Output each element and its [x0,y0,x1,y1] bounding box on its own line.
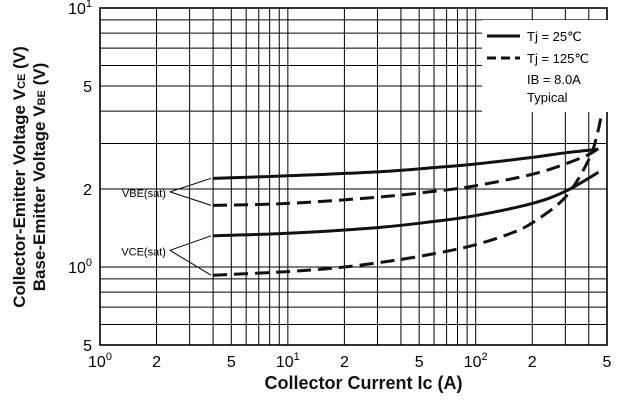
series-line-vce-sat-25 [213,171,600,238]
y-tick-label: 5 [83,79,92,96]
x-tick-label: 5 [227,354,236,371]
x-tick-label: 101 [276,351,300,371]
annotation-group: VBE(sat) VCE(sat) [121,177,212,276]
annotation-label: VBE(sat) [122,188,166,200]
series-line-vce-sat-125 [213,100,606,277]
y-tick-label: 100 [68,257,92,277]
x-tick-label: 2 [528,354,537,371]
plot-border [99,7,608,346]
x-axis-label: Collector Current Ic (A) [264,373,463,393]
x-tick-label: 5 [415,354,424,371]
legend-label: Tj = 125℃ [527,51,589,66]
annotation-pointer [169,249,212,276]
annotation-pointer [169,177,212,193]
x-tick-label: 2 [152,354,161,371]
y-tick-label: 2 [83,182,92,199]
legend: Tj = 25℃ Tj = 125℃ IB = 8.0A Typical [482,20,608,112]
legend-note: Typical [527,90,568,105]
y-tick-label: 101 [68,0,92,18]
x-tick-label: 2 [340,354,349,371]
annotation-pointer [169,191,212,206]
series-line-vbe-sat-25 [213,147,599,180]
series-group [213,100,606,277]
legend-note: IB = 8.0A [527,72,581,87]
y-axis-label-ce: Collector-Emitter Voltage VCE (V) [9,45,29,308]
x-tick-label: 102 [464,351,488,371]
annotation-pointer [169,235,212,251]
y-axis-label-be: Base-Emitter Voltage VBE (V) [30,62,50,291]
series-line-vbe-sat-125 [213,147,600,207]
legend-label: Tj = 25℃ [527,29,582,44]
y-tick-label: 5 [83,338,92,355]
annotation-label: VCE(sat) [121,246,166,258]
x-tick-label: 5 [603,354,612,371]
plot-frame [99,7,608,346]
